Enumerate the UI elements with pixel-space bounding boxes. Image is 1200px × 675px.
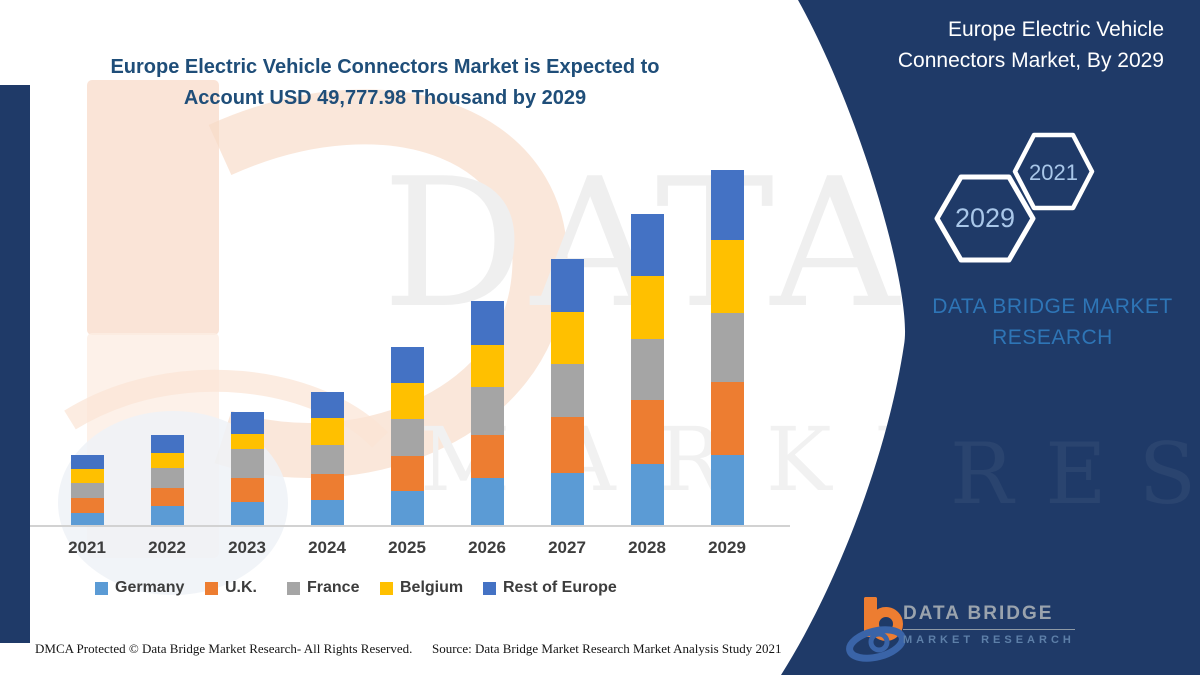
logo-wordmark-text: DATA BRIDGE [903, 603, 1075, 630]
hexagon-2021 [1012, 132, 1095, 211]
legend-item-rest-of-europe: Rest of Europe [483, 579, 617, 597]
panel-title-line2: Connectors Market, By 2029 [897, 49, 1164, 72]
bar-segment-rest-of-europe-2024 [311, 392, 344, 419]
bar-segment-belgium-2028 [631, 276, 664, 339]
panel-watermark-ghost: RESEARCH [950, 425, 1200, 523]
bar-segment-rest-of-europe-2021 [71, 455, 104, 470]
bar-segment-rest-of-europe-2022 [151, 434, 184, 453]
bar-segment-rest-of-europe-2028 [631, 213, 664, 277]
chart-title-line2: Account USD 49,777.98 Thousand by 2029 [183, 87, 587, 109]
bar-segment-france-2027 [551, 364, 584, 417]
bar-segment-france-2028 [631, 338, 664, 401]
bar-segment-belgium-2027 [551, 312, 584, 365]
bar-segment-france-2024 [311, 445, 344, 474]
bar-segment-rest-of-europe-2027 [551, 259, 584, 312]
bar-segment-germany-2021 [71, 512, 104, 526]
legend-swatch [483, 581, 496, 595]
legend-swatch [205, 581, 218, 595]
bar-segment-belgium-2024 [311, 418, 344, 446]
bar-segment-rest-of-europe-2026 [471, 300, 504, 345]
bar-segment-belgium-2026 [471, 345, 504, 388]
chart-title: Europe Electric Vehicle Connectors Marke… [60, 52, 710, 114]
legend-swatch [95, 581, 108, 595]
x-axis-label-2022: 2022 [148, 538, 186, 557]
hexagon-2029-label: 2029 [954, 203, 1016, 233]
legend-label: Rest of Europe [503, 579, 617, 596]
legend-item-france: France [287, 579, 359, 597]
bar-segment-rest-of-europe-2029 [711, 170, 744, 241]
logo-swoosh-icon [846, 626, 905, 662]
bar-segment-belgium-2021 [71, 469, 104, 483]
hexagon-2029 [934, 174, 1036, 263]
bar-segment-germany-2022 [151, 506, 184, 526]
x-axis-line [28, 525, 790, 527]
bar-segment-germany-2024 [311, 499, 344, 526]
bar-segment-u-k--2021 [71, 497, 104, 513]
bar-segment-belgium-2023 [231, 434, 264, 450]
footer-dmca-text: DMCA Protected © Data Bridge Market Rese… [35, 641, 413, 656]
bar-segment-rest-of-europe-2023 [231, 412, 264, 435]
hexagon-2021-label: 2021 [1029, 160, 1078, 185]
legend-item-belgium: Belgium [380, 579, 463, 597]
panel-brand-line1: DATA BRIDGE MARKET [932, 295, 1173, 318]
bar-segment-u-k--2027 [551, 417, 584, 473]
bar-segment-france-2025 [391, 419, 424, 456]
plot-area [71, 170, 744, 526]
legend-item-u-k-: U.K. [205, 579, 257, 597]
legend-swatch [287, 581, 300, 595]
bar-segment-germany-2027 [551, 472, 584, 526]
bar-segment-germany-2023 [231, 501, 264, 526]
bar-segment-germany-2026 [471, 478, 504, 526]
panel-brand-text: DATA BRIDGE MARKET RESEARCH [905, 291, 1200, 353]
chart-title-line1: Europe Electric Vehicle Connectors Marke… [110, 56, 660, 78]
bar-segment-u-k--2029 [711, 381, 744, 455]
bar-segment-belgium-2029 [711, 240, 744, 313]
x-axis-label-2021: 2021 [68, 538, 106, 557]
x-axis-label-2024: 2024 [308, 538, 346, 557]
x-axis-label-2029: 2029 [708, 538, 746, 557]
x-axis-label-2027: 2027 [548, 538, 586, 557]
bar-segment-u-k--2022 [151, 487, 184, 507]
bar-segment-germany-2029 [711, 454, 744, 526]
left-accent-bar [0, 85, 30, 643]
legend-label: U.K. [225, 579, 257, 596]
x-axis-label-2026: 2026 [468, 538, 506, 557]
bar-segment-germany-2025 [391, 490, 424, 526]
bar-segment-belgium-2022 [151, 452, 184, 468]
bar-segment-u-k--2026 [471, 435, 504, 479]
bar-segment-germany-2028 [631, 463, 664, 526]
bar-segment-u-k--2028 [631, 400, 664, 464]
bar-segment-france-2021 [71, 482, 104, 498]
x-axis-label-2025: 2025 [388, 538, 426, 557]
legend-swatch [380, 581, 393, 595]
x-axis-label-2028: 2028 [628, 538, 666, 557]
panel-title: Europe Electric Vehicle Connectors Marke… [822, 14, 1164, 76]
bar-segment-u-k--2025 [391, 455, 424, 491]
bar-segment-france-2022 [151, 467, 184, 488]
bar-segment-u-k--2024 [311, 474, 344, 500]
panel-title-line1: Europe Electric Vehicle [948, 18, 1164, 41]
bar-segment-france-2023 [231, 449, 264, 479]
legend-label: France [307, 579, 360, 596]
bar-segment-belgium-2025 [391, 383, 424, 419]
logo-subtext: MARKET RESEARCH [903, 634, 1075, 646]
bar-segment-u-k--2023 [231, 478, 264, 502]
panel-brand-line2: RESEARCH [992, 326, 1113, 349]
legend-label: Germany [115, 579, 185, 596]
bar-segment-rest-of-europe-2025 [391, 347, 424, 383]
dbmr-logo-icon [846, 597, 905, 662]
legend-label: Belgium [400, 579, 464, 596]
legend-item-germany: Germany [95, 579, 184, 597]
footer-source-text: Source: Data Bridge Market Research Mark… [432, 641, 782, 656]
bar-segment-france-2029 [711, 312, 744, 382]
bar-segment-france-2026 [471, 387, 504, 435]
hexagon-badges [934, 132, 1095, 263]
x-axis-label-2023: 2023 [228, 538, 266, 557]
dbmr-logo-wordmark: DATA BRIDGE MARKET RESEARCH [903, 603, 1075, 646]
